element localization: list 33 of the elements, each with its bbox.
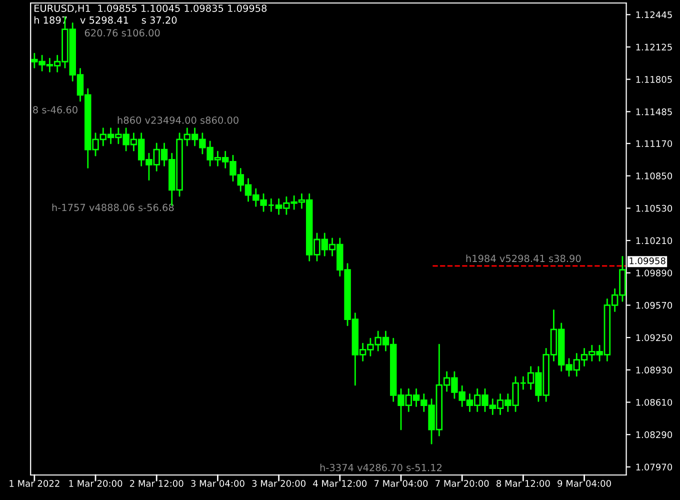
ref-line-label: 1.09958 bbox=[630, 257, 666, 264]
x-tick-label: 1 Mar 20:00 bbox=[69, 480, 122, 487]
annotation: 8 s-46.60 bbox=[33, 106, 78, 114]
y-tick-label: 1.08930 bbox=[636, 366, 672, 374]
x-tick-label: 1 Mar 2022 bbox=[10, 480, 60, 487]
y-tick-label: 1.10850 bbox=[636, 172, 672, 180]
annotation: h-1757 v4888.06 s-56.68 bbox=[52, 204, 174, 212]
annotation: 620.76 s106.00 bbox=[84, 29, 160, 37]
y-tick-label: 1.11805 bbox=[636, 76, 672, 83]
x-tick-label: 8 Mar 12:00 bbox=[496, 480, 550, 487]
y-tick-label: 1.09570 bbox=[636, 302, 672, 309]
y-tick-label: 1.12445 bbox=[636, 11, 672, 18]
y-tick-label: 1.11485 bbox=[636, 108, 672, 116]
annotation: h1984 v5298.41 s38.90 bbox=[466, 254, 581, 262]
y-tick-label: 1.09890 bbox=[636, 270, 672, 276]
x-tick-label: 7 Mar 20:00 bbox=[436, 480, 489, 487]
y-tick-label: 1.12125 bbox=[636, 44, 672, 51]
y-tick-label: 1.10530 bbox=[636, 204, 672, 212]
chart-title: EURUSD,H1 1.09855 1.10045 1.09835 1.09958 bbox=[34, 4, 267, 13]
x-tick-label: 4 Mar 12:00 bbox=[313, 480, 367, 487]
x-tick-label: 9 Mar 04:00 bbox=[558, 480, 611, 487]
annotation: h-3374 v4286.70 s-51.12 bbox=[320, 464, 442, 472]
y-tick-label: 1.09250 bbox=[636, 334, 672, 342]
y-tick-label: 1.07970 bbox=[636, 464, 672, 470]
y-tick-label: 1.08290 bbox=[636, 431, 672, 438]
x-tick-label: 3 Mar 20:00 bbox=[252, 480, 306, 487]
x-tick-label: 2 Mar 12:00 bbox=[130, 480, 184, 487]
x-tick-label: 3 Mar 04:00 bbox=[191, 480, 244, 487]
annotation: h860 v23494.00 s860.00 bbox=[118, 116, 238, 124]
x-tick-label: 7 Mar 04:00 bbox=[374, 480, 428, 487]
y-tick-label: 1.11170 bbox=[636, 140, 672, 148]
y-tick-label: 1.08610 bbox=[636, 398, 672, 406]
y-tick-label: 1.10210 bbox=[636, 237, 672, 244]
